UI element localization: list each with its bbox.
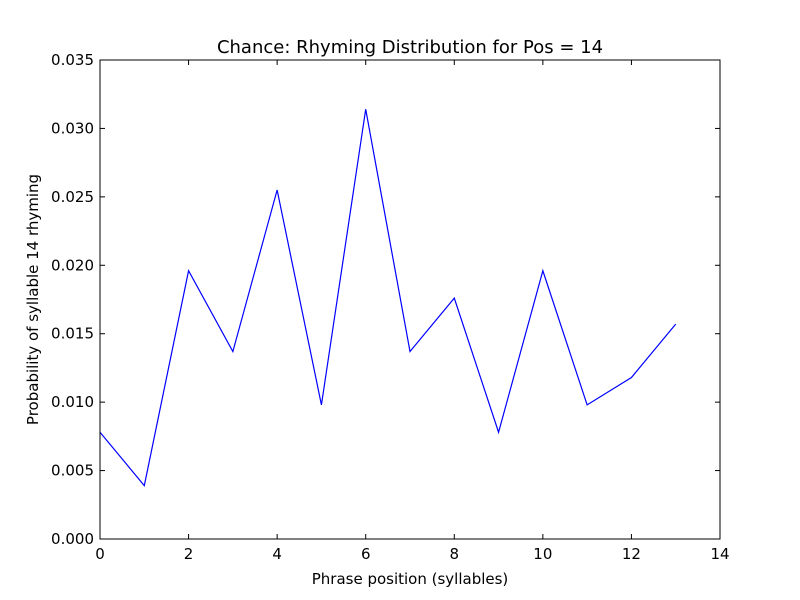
x-tick-label: 14: [710, 545, 729, 563]
y-axis-label: Probability of syllable 14 rhyming: [24, 174, 42, 425]
y-axis: 0.000 0.005 0.010 0.015 0.020 0.025 0.030 0.035: [51, 51, 720, 548]
plot-frame: [99, 59, 721, 540]
y-tick-label: 0.000: [51, 530, 94, 548]
x-tick-label: 8: [450, 545, 460, 563]
series-layer: [99, 109, 677, 487]
x-tick-label: 10: [533, 545, 552, 563]
series-line-0: [99, 109, 677, 487]
x-tick-label: 12: [622, 545, 641, 563]
y-tick-label: 0.030: [51, 119, 94, 137]
x-axis: 0 2 4 6 8 10 12 14: [95, 60, 730, 563]
x-tick-label: 0: [95, 545, 105, 563]
x-tick-label: 6: [361, 545, 371, 563]
y-tick-label: 0.015: [51, 325, 94, 343]
chart-title: Chance: Rhyming Distribution for Pos = 1…: [217, 37, 603, 58]
y-tick-label: 0.005: [51, 462, 94, 480]
x-tick-label: 4: [272, 545, 282, 563]
y-tick-label: 0.035: [51, 51, 94, 69]
y-tick-label: 0.020: [51, 256, 94, 274]
y-tick-label: 0.010: [51, 393, 94, 411]
x-axis-label: Phrase position (syllables): [312, 570, 509, 588]
x-tick-label: 2: [184, 545, 194, 563]
y-tick-label: 0.025: [51, 188, 94, 206]
